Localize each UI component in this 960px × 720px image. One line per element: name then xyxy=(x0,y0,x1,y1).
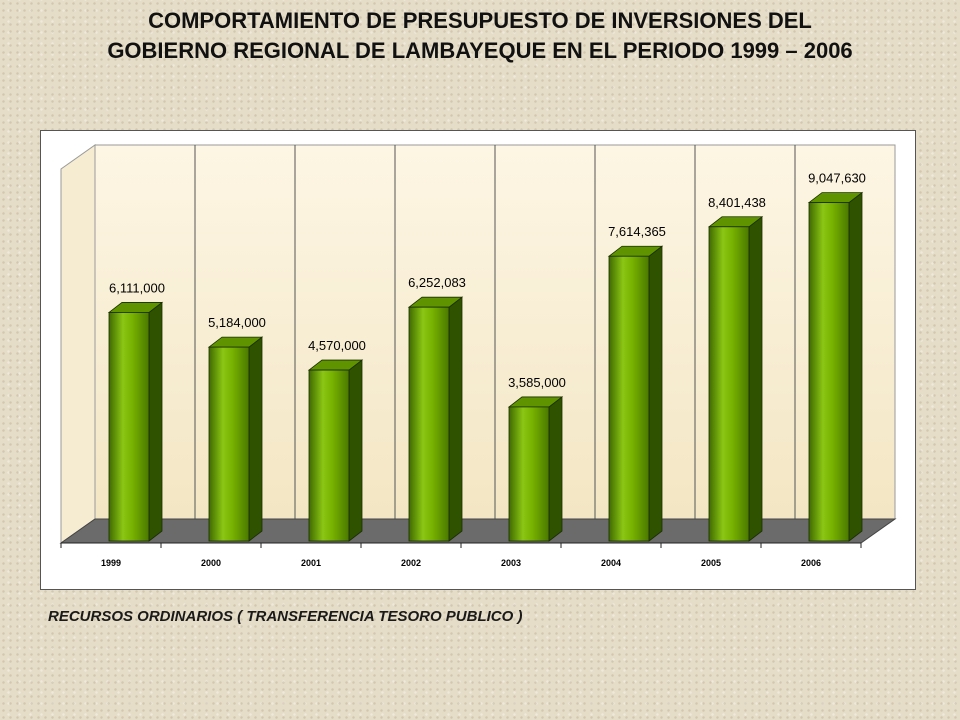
x-tick-label: 2006 xyxy=(801,558,821,568)
data-label: 4,570,000 xyxy=(308,338,366,353)
x-tick-label: 2001 xyxy=(301,558,321,568)
chart-plot-area: 6,111,000 1999 5,184,000 2000 4,570,000 2001 6… xyxy=(59,144,897,568)
bar-side xyxy=(148,301,163,542)
bar-side xyxy=(848,191,863,542)
data-label: 6,111,000 xyxy=(109,280,165,295)
x-tick-label: 2005 xyxy=(701,558,721,568)
slide-title-line-1: COMPORTAMIENTO DE PRESUPUESTO DE INVERSI… xyxy=(148,8,812,33)
data-label: 5,184,000 xyxy=(208,315,266,330)
x-tick-label: 1999 xyxy=(101,558,121,568)
bar-2004 xyxy=(608,255,650,542)
x-tick-label: 2002 xyxy=(401,558,421,568)
bar-2005 xyxy=(708,226,750,542)
bar-2000 xyxy=(208,346,250,542)
slide-title: COMPORTAMIENTO DE PRESUPUESTO DE INVERSI… xyxy=(0,6,960,66)
data-label: 6,252,083 xyxy=(408,275,466,290)
chart-floor xyxy=(59,518,897,544)
slide-title-line-2: GOBIERNO REGIONAL DE LAMBAYEQUE EN EL PE… xyxy=(107,38,853,63)
x-tick-label: 2000 xyxy=(201,558,221,568)
bar-side xyxy=(248,336,263,542)
bar-side xyxy=(548,396,563,542)
bar-chart: 6,111,000 1999 5,184,000 2000 4,570,000 2001 6… xyxy=(59,144,897,568)
chart-frame: 6,111,000 1999 5,184,000 2000 4,570,000 2001 6… xyxy=(40,130,916,590)
x-tick-label: 2003 xyxy=(501,558,521,568)
data-label: 3,585,000 xyxy=(508,375,566,390)
data-label: 8,401,438 xyxy=(708,195,766,210)
bar-side xyxy=(648,245,663,542)
bar-2002 xyxy=(408,306,450,542)
bar-side xyxy=(748,215,763,542)
bar-2003 xyxy=(508,406,550,542)
bar-2006 xyxy=(808,202,850,542)
footer-caption: RECURSOS ORDINARIOS ( TRANSFERENCIA TESO… xyxy=(48,608,523,625)
data-label: 9,047,630 xyxy=(808,171,866,186)
bar-2001 xyxy=(308,369,350,542)
data-label: 7,614,365 xyxy=(608,224,666,239)
bar-side xyxy=(448,296,463,542)
chart-side-wall xyxy=(60,144,96,544)
bar-side xyxy=(348,359,363,542)
x-tick-label: 2004 xyxy=(601,558,621,568)
bar-1999 xyxy=(108,312,150,542)
